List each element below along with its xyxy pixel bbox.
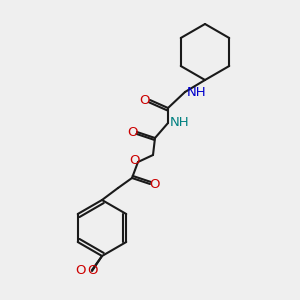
Text: O: O <box>127 125 137 139</box>
Text: NH: NH <box>187 85 207 98</box>
Text: O: O <box>76 265 86 278</box>
Text: O: O <box>140 94 150 106</box>
Text: O: O <box>150 178 160 190</box>
Text: O: O <box>130 154 140 167</box>
Text: O: O <box>88 265 98 278</box>
Text: NH: NH <box>170 116 190 130</box>
